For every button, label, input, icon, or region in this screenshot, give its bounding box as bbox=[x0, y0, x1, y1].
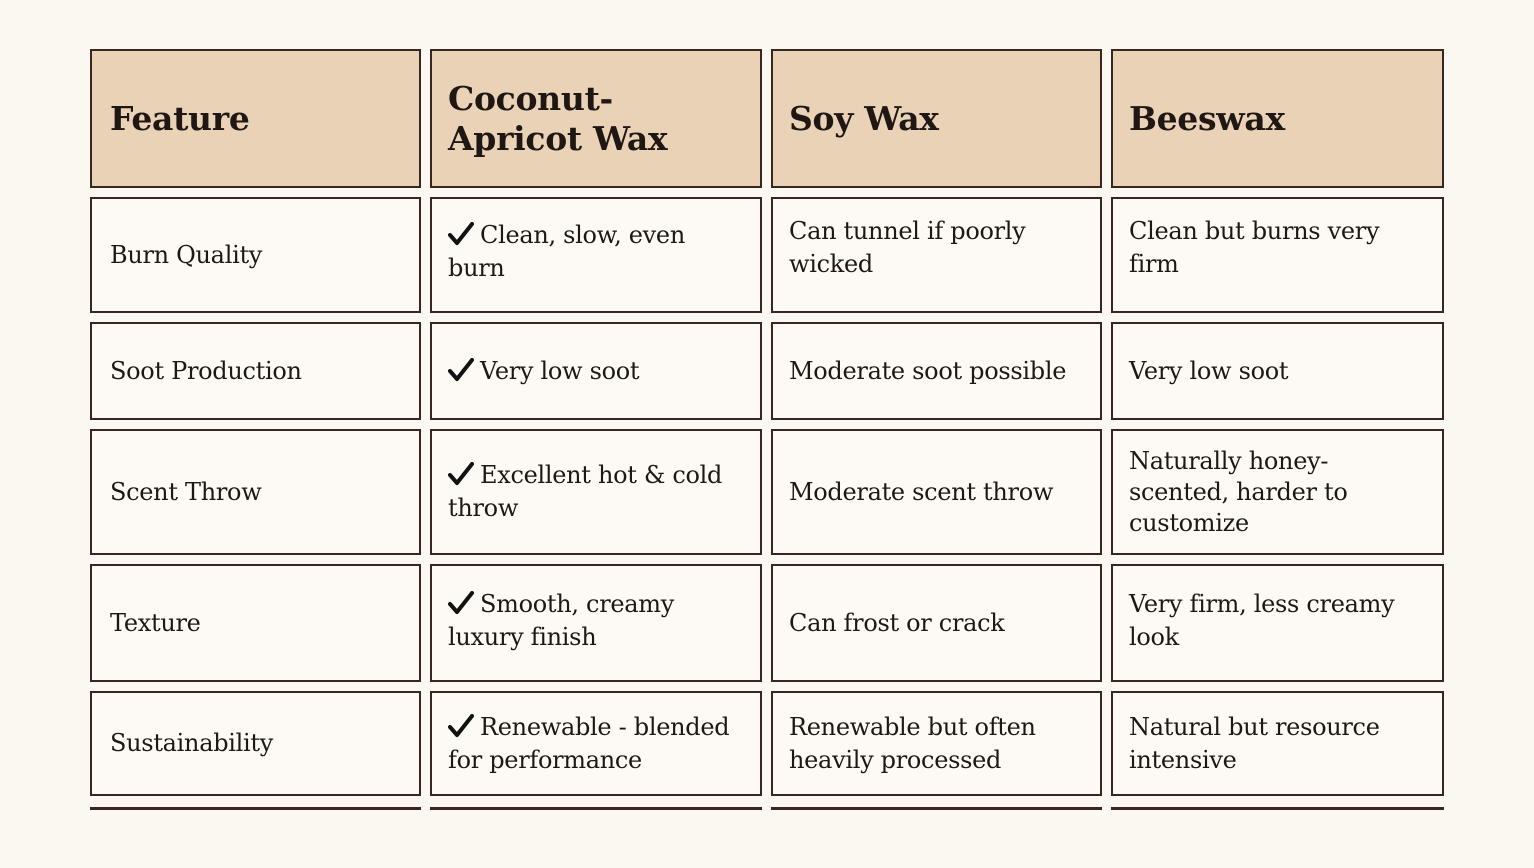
coconut-cell-texture: Smooth, creamy luxury finish bbox=[430, 564, 762, 682]
feature-cell-sustainability: Sustainability bbox=[90, 691, 421, 796]
checkmark-icon bbox=[448, 222, 474, 245]
beeswax-value: Natural but resource intensive bbox=[1129, 712, 1380, 774]
soy-value: Moderate soot possible bbox=[789, 356, 1067, 385]
coconut-value: Smooth, creamy luxury finish bbox=[448, 590, 674, 651]
coconut-value: Clean, slow, even burn bbox=[448, 221, 685, 282]
beeswax-cell-scent-throw: Naturally honey-scented, harder to custo… bbox=[1111, 429, 1444, 555]
beeswax-value: Very firm, less creamy look bbox=[1129, 590, 1395, 651]
bottom-rule bbox=[1111, 807, 1444, 810]
coconut-value: Excellent hot & cold throw bbox=[448, 461, 723, 522]
header-feature-label: Feature bbox=[110, 98, 250, 138]
soy-cell-scent-throw: Moderate scent throw bbox=[771, 429, 1102, 555]
feature-cell-texture: Texture bbox=[90, 564, 421, 682]
soy-cell-burn-quality: Can tunnel if poorly wicked bbox=[771, 197, 1102, 313]
feature-label: Scent Throw bbox=[110, 477, 262, 506]
header-soy-wax: Soy Wax bbox=[771, 49, 1102, 188]
coconut-cell-soot-production: Very low soot bbox=[430, 322, 762, 420]
header-soy-label: Soy Wax bbox=[789, 98, 939, 138]
feature-cell-scent-throw: Scent Throw bbox=[90, 429, 421, 555]
feature-cell-burn-quality: Burn Quality bbox=[90, 197, 421, 313]
checkmark-icon bbox=[448, 713, 474, 737]
soy-cell-texture: Can frost or crack bbox=[771, 564, 1102, 682]
coconut-cell-scent-throw: Excellent hot & cold throw bbox=[430, 429, 762, 555]
soy-value: Can tunnel if poorly wicked bbox=[789, 217, 1026, 278]
feature-label: Soot Production bbox=[110, 356, 302, 385]
coconut-cell-burn-quality: Clean, slow, even burn bbox=[430, 197, 762, 313]
header-coconut-label: Coconut-Apricot Wax bbox=[448, 78, 668, 158]
feature-label: Burn Quality bbox=[110, 240, 263, 269]
header-coconut-apricot-wax: Coconut-Apricot Wax bbox=[430, 49, 762, 188]
soy-value: Moderate scent throw bbox=[789, 477, 1054, 506]
beeswax-cell-soot-production: Very low soot bbox=[1111, 322, 1444, 420]
bottom-rule bbox=[771, 807, 1102, 810]
soy-value: Renewable but often heavily processed bbox=[789, 712, 1036, 774]
bottom-rule bbox=[430, 807, 762, 810]
beeswax-value: Naturally honey-scented, harder to custo… bbox=[1129, 446, 1348, 537]
feature-cell-soot-production: Soot Production bbox=[90, 322, 421, 420]
bottom-rule bbox=[90, 807, 421, 810]
coconut-cell-sustainability: Renewable - blended for performance bbox=[430, 691, 762, 796]
beeswax-cell-texture: Very firm, less creamy look bbox=[1111, 564, 1444, 682]
header-beeswax-label: Beeswax bbox=[1129, 98, 1285, 138]
beeswax-cell-sustainability: Natural but resource intensive bbox=[1111, 691, 1444, 796]
checkmark-icon bbox=[448, 462, 474, 485]
comparison-table: Feature Coconut-Apricot Wax Soy Wax Bees… bbox=[90, 49, 1444, 810]
feature-label: Texture bbox=[110, 608, 201, 637]
header-beeswax: Beeswax bbox=[1111, 49, 1444, 188]
soy-value: Can frost or crack bbox=[789, 608, 1005, 637]
beeswax-cell-burn-quality: Clean but burns very firm bbox=[1111, 197, 1444, 313]
feature-label: Sustainability bbox=[110, 729, 274, 757]
soy-cell-soot-production: Moderate soot possible bbox=[771, 322, 1102, 420]
beeswax-value: Very low soot bbox=[1129, 356, 1289, 385]
coconut-value: Renewable - blended for performance bbox=[448, 712, 730, 774]
header-feature: Feature bbox=[90, 49, 421, 188]
checkmark-icon bbox=[448, 591, 474, 614]
checkmark-icon bbox=[448, 357, 474, 381]
soy-cell-sustainability: Renewable but often heavily processed bbox=[771, 691, 1102, 796]
beeswax-value: Clean but burns very firm bbox=[1129, 217, 1380, 278]
coconut-value: Very low soot bbox=[480, 356, 640, 385]
